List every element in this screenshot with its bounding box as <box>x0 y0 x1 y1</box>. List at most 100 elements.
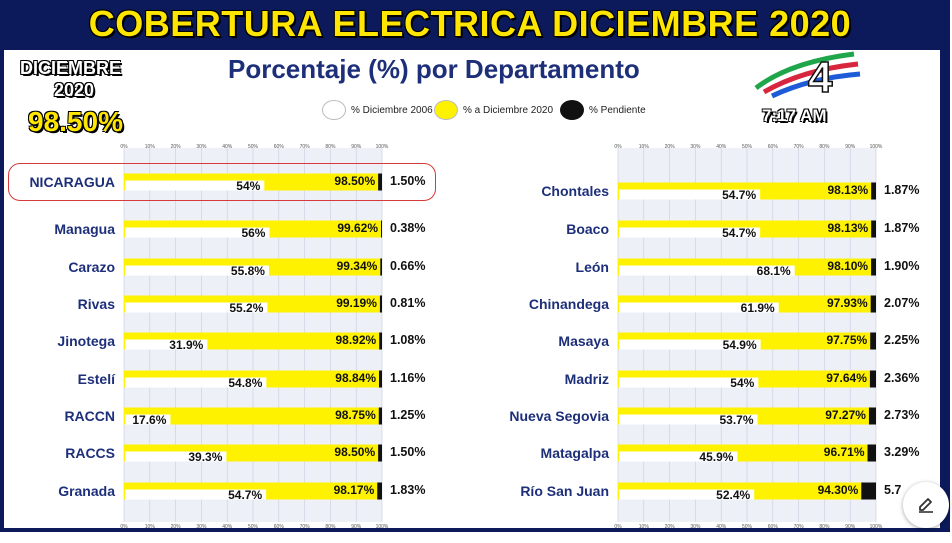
bar-2006 <box>619 265 795 276</box>
data-label-2006: 53.7% <box>720 413 754 427</box>
data-label-2006: 54.7% <box>228 488 262 502</box>
data-label-2020: 97.27% <box>825 408 866 422</box>
data-label-2020: 98.13% <box>827 183 868 197</box>
legend-swatch-2020 <box>434 100 458 120</box>
legend-swatch-pending <box>560 100 584 120</box>
data-label-2006: 68.1% <box>757 264 791 278</box>
data-label-2006: 54% <box>730 376 754 390</box>
data-label-2020: 98.13% <box>827 221 868 235</box>
legend-label-2006: % Diciembre 2006 <box>351 104 433 116</box>
data-label-pending: 3.29% <box>884 445 919 459</box>
data-label-2006: 55.8% <box>231 264 265 278</box>
dept-label: León <box>576 259 609 275</box>
right-tick-label-bottom: 70% <box>794 524 805 530</box>
data-label-pending: 0.38% <box>390 221 425 235</box>
left-tick-label-bottom: 20% <box>171 524 182 530</box>
bar-2006 <box>619 302 779 313</box>
data-label-2006: 45.9% <box>699 450 733 464</box>
dept-label: Matagalpa <box>541 445 610 461</box>
data-label-2006: 54.8% <box>228 376 262 390</box>
left-tick-label-bottom: 60% <box>274 524 285 530</box>
right-tick-label-top: 40% <box>716 144 727 150</box>
right-tick-label-bottom: 20% <box>665 524 676 530</box>
data-label-2020: 97.75% <box>826 333 867 347</box>
data-label-pending: 1.87% <box>884 183 919 197</box>
data-label-2020: 98.50% <box>334 174 375 188</box>
data-label-2020: 98.10% <box>827 259 868 273</box>
dept-label: Nueva Segovia <box>509 408 609 424</box>
left-tick-label-top: 0% <box>120 144 128 150</box>
legend-swatch-2006 <box>322 100 346 120</box>
data-label-2020: 98.50% <box>334 445 375 459</box>
data-label-2006: 54% <box>236 179 260 193</box>
left-tick-label-top: 20% <box>171 144 182 150</box>
data-label-2020: 98.92% <box>336 333 377 347</box>
legend-item-pending: % Pendiente <box>560 100 646 120</box>
data-label-2020: 97.64% <box>826 371 867 385</box>
right-tick-label-top: 0% <box>614 144 622 150</box>
left-tick-label-top: 30% <box>196 144 207 150</box>
data-label-2006: 39.3% <box>188 450 222 464</box>
dept-label: Managua <box>54 221 115 237</box>
badge-month: DICIEMBRE <box>20 58 122 78</box>
data-label-2006: 55.2% <box>229 301 263 315</box>
bar-2006 <box>619 227 761 238</box>
data-label-pending: 1.16% <box>390 371 425 385</box>
right-tick-label-top: 20% <box>665 144 676 150</box>
left-tick-label-bottom: 10% <box>145 524 156 530</box>
right-tick-label-bottom: 60% <box>768 524 779 530</box>
dept-label: Madriz <box>565 371 609 387</box>
legend-item-2020: % a Diciembre 2020 <box>434 100 553 120</box>
legend-item-2006: % Diciembre 2006 <box>322 100 433 120</box>
channel-logo-icon: 4 <box>754 51 861 103</box>
left-tick-label-top: 80% <box>325 144 336 150</box>
data-label-2020: 97.93% <box>827 296 868 310</box>
bar-2006 <box>619 189 761 200</box>
dept-label: Chontales <box>541 183 609 199</box>
bar-2006 <box>125 377 267 388</box>
data-label-2006: 54.7% <box>722 188 756 202</box>
data-label-2020: 99.19% <box>336 296 377 310</box>
right-tick-label-bottom: 50% <box>742 524 753 530</box>
bar-2006 <box>619 451 738 462</box>
dept-label: Masaya <box>558 333 609 349</box>
data-label-pending: 1.90% <box>884 259 919 273</box>
edit-button[interactable] <box>903 482 949 528</box>
data-label-2006: 17.6% <box>132 413 166 427</box>
right-tick-label-bottom: 0% <box>614 524 622 530</box>
data-label-pending: 1.83% <box>390 483 425 497</box>
bar-2006 <box>125 451 227 462</box>
data-label-pending: 1.08% <box>390 333 425 347</box>
dept-label: Río San Juan <box>520 483 609 499</box>
data-label-2020: 98.75% <box>335 408 376 422</box>
left-tick-label-bottom: 90% <box>351 524 362 530</box>
legend-label-2020: % a Diciembre 2020 <box>463 104 554 116</box>
data-label-2006: 52.4% <box>716 488 750 502</box>
bar-2006 <box>125 265 269 276</box>
dept-label: RACCS <box>65 445 115 461</box>
badge-national-value: 98.50% <box>28 106 123 137</box>
data-label-pending: 1.25% <box>390 408 425 422</box>
data-label-2006: 54.9% <box>723 338 757 352</box>
right-tick-label-top: 70% <box>794 144 805 150</box>
data-label-pending: 1.50% <box>390 445 425 459</box>
dept-label: Carazo <box>68 259 115 275</box>
data-label-2020: 94.30% <box>818 483 859 497</box>
bar-2020 <box>124 407 379 425</box>
right-tick-label-bottom: 100% <box>870 524 883 530</box>
dept-label: NICARAGUA <box>29 174 115 190</box>
data-label-pending: 2.36% <box>884 371 919 385</box>
right-tick-label-bottom: 10% <box>639 524 650 530</box>
data-label-pending: 2.07% <box>884 296 919 310</box>
data-label-pending: 0.81% <box>390 296 425 310</box>
data-label-2006: 31.9% <box>169 338 203 352</box>
right-tick-label-bottom: 80% <box>819 524 830 530</box>
left-tick-label-bottom: 50% <box>248 524 259 530</box>
dept-label: Boaco <box>566 221 609 237</box>
edit-icon <box>919 498 933 513</box>
bar-2006 <box>125 227 270 238</box>
dept-label: RACCN <box>64 408 115 424</box>
dept-label: Jinotega <box>57 333 115 349</box>
dept-label: Chinandega <box>529 296 609 312</box>
